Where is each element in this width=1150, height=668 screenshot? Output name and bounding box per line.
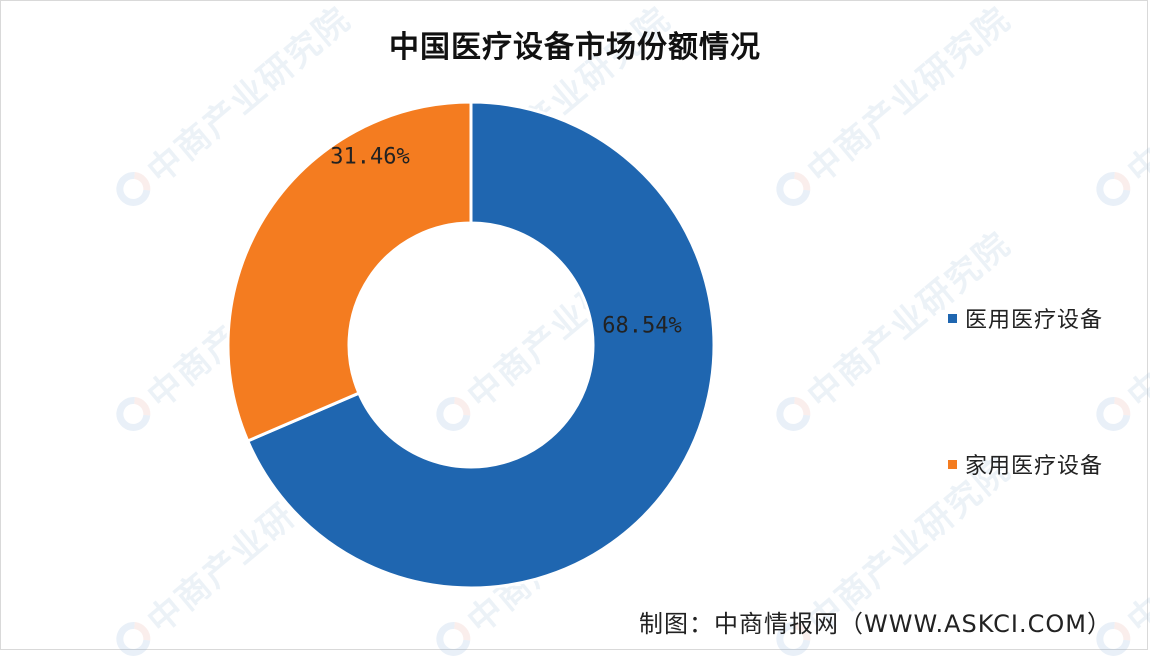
donut-chart: 68.54% 31.46% bbox=[226, 100, 716, 590]
legend-swatch bbox=[948, 459, 957, 469]
legend-label: 医用医疗设备 bbox=[965, 308, 1104, 333]
donut-slice-2 bbox=[226, 100, 473, 443]
slice-value-label-2: 31.46% bbox=[330, 144, 409, 169]
legend: 医用医疗设备 家用医疗设备 bbox=[948, 300, 1103, 592]
legend-item-1: 医用医疗设备 bbox=[948, 300, 1103, 336]
legend-label: 家用医疗设备 bbox=[965, 454, 1104, 479]
donut-slice-1 bbox=[245, 100, 716, 590]
source-note: 制图：中商情报网（WWW.ASKCI.COM） bbox=[639, 610, 1112, 638]
legend-item-2: 家用医疗设备 bbox=[948, 446, 1103, 482]
chart-frame bbox=[0, 0, 1148, 650]
legend-swatch bbox=[948, 313, 957, 323]
chart-title: 中国医疗设备市场份额情况 bbox=[389, 30, 761, 65]
slice-value-label-1: 68.54% bbox=[602, 314, 681, 339]
